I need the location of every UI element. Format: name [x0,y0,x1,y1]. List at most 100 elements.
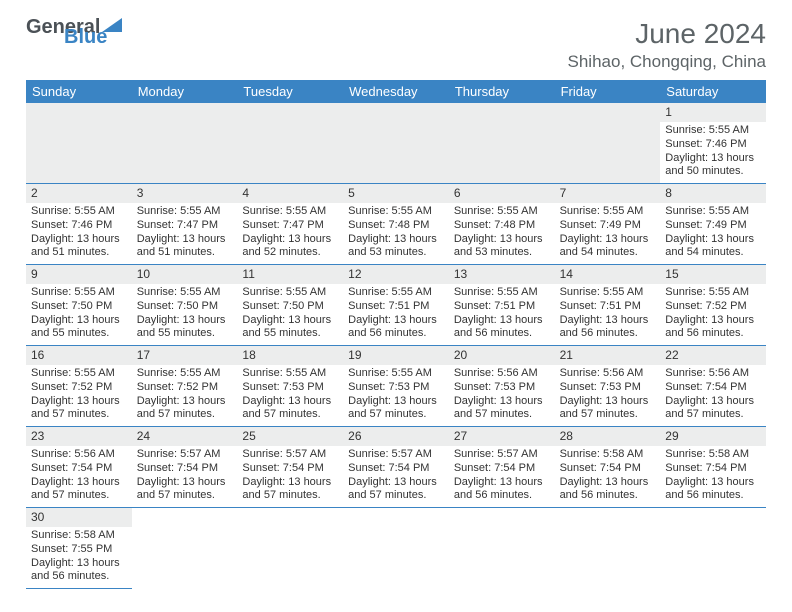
sunset-line: Sunset: 7:50 PM [242,300,338,314]
weekday-sunday: Sunday [26,80,132,103]
day-number: 6 [449,184,555,203]
sunset-line: Sunset: 7:46 PM [31,219,127,233]
day-number: 29 [660,427,766,446]
sunrise-line: Sunrise: 5:55 AM [348,205,444,219]
sunset-line: Sunset: 7:54 PM [31,462,127,476]
daylight-line: Daylight: 13 hours and 53 minutes. [348,233,444,261]
calendar-cell: 7Sunrise: 5:55 AMSunset: 7:49 PMDaylight… [555,184,661,265]
day-number: 5 [343,184,449,203]
sunrise-line: Sunrise: 5:56 AM [665,367,761,381]
daylight-line: Daylight: 13 hours and 52 minutes. [242,233,338,261]
weekday-friday: Friday [555,80,661,103]
calendar-cell: 23Sunrise: 5:56 AMSunset: 7:54 PMDayligh… [26,427,132,508]
calendar-cell: 2 Sunrise: 5:55 AMSunset: 7:46 PMDaylight… [26,184,132,265]
sunrise-line: Sunrise: 5:55 AM [454,286,550,300]
calendar-cell: 1Sunrise: 5:55 AMSunset: 7:46 PMDaylight… [660,103,766,184]
day-number: 30 [26,508,132,527]
day-number: 2 [26,184,132,203]
sunrise-line: Sunrise: 5:56 AM [560,367,656,381]
daylight-line: Daylight: 13 hours and 57 minutes. [242,476,338,504]
weekday-wednesday: Wednesday [343,80,449,103]
calendar-cell: 22Sunrise: 5:56 AMSunset: 7:54 PMDayligh… [660,346,766,427]
day-number: 14 [555,265,661,284]
sunset-line: Sunset: 7:52 PM [31,381,127,395]
calendar-cell: 3Sunrise: 5:55 AMSunset: 7:47 PMDaylight… [132,184,238,265]
daylight-line: Daylight: 13 hours and 54 minutes. [665,233,761,261]
sunrise-line: Sunrise: 5:57 AM [454,448,550,462]
daylight-line: Daylight: 13 hours and 56 minutes. [454,314,550,342]
sunrise-line: Sunrise: 5:58 AM [665,448,761,462]
day-number: 25 [237,427,343,446]
day-number: 7 [555,184,661,203]
sunset-line: Sunset: 7:55 PM [31,543,127,557]
weekday-monday: Monday [132,80,238,103]
calendar-cell [660,508,766,589]
sunset-line: Sunset: 7:47 PM [242,219,338,233]
calendar-grid: 1Sunrise: 5:55 AMSunset: 7:46 PMDaylight… [26,103,766,589]
day-number: 20 [449,346,555,365]
calendar-cell: 6Sunrise: 5:55 AMSunset: 7:48 PMDaylight… [449,184,555,265]
sunrise-line: Sunrise: 5:55 AM [348,286,444,300]
calendar-cell: 9Sunrise: 5:55 AMSunset: 7:50 PMDaylight… [26,265,132,346]
sunrise-line: Sunrise: 5:55 AM [31,205,127,219]
sunset-line: Sunset: 7:53 PM [454,381,550,395]
day-number: 4 [237,184,343,203]
sunrise-line: Sunrise: 5:55 AM [242,286,338,300]
sunrise-line: Sunrise: 5:55 AM [348,367,444,381]
daylight-line: Daylight: 13 hours and 50 minutes. [665,152,761,180]
sunset-line: Sunset: 7:46 PM [665,138,761,152]
calendar-cell: 29Sunrise: 5:58 AMSunset: 7:54 PMDayligh… [660,427,766,508]
sunrise-line: Sunrise: 5:58 AM [560,448,656,462]
sunset-line: Sunset: 7:54 PM [137,462,233,476]
day-number: 8 [660,184,766,203]
daylight-line: Daylight: 13 hours and 56 minutes. [665,476,761,504]
logo: General Blue [26,18,122,46]
day-number: 10 [132,265,238,284]
daylight-line: Daylight: 13 hours and 55 minutes. [242,314,338,342]
calendar-cell [449,103,555,184]
sunset-line: Sunset: 7:49 PM [665,219,761,233]
daylight-line: Daylight: 13 hours and 57 minutes. [665,395,761,423]
day-number: 27 [449,427,555,446]
location: Shihao, Chongqing, China [568,52,766,72]
daylight-line: Daylight: 13 hours and 56 minutes. [560,314,656,342]
sunset-line: Sunset: 7:52 PM [665,300,761,314]
calendar-cell [237,508,343,589]
calendar-cell: 12Sunrise: 5:55 AMSunset: 7:51 PMDayligh… [343,265,449,346]
month-title: June 2024 [568,18,766,50]
sunrise-line: Sunrise: 5:55 AM [242,205,338,219]
daylight-line: Daylight: 13 hours and 57 minutes. [31,395,127,423]
day-number: 1 [660,103,766,122]
sunset-line: Sunset: 7:51 PM [454,300,550,314]
day-number: 12 [343,265,449,284]
calendar-cell: 13Sunrise: 5:55 AMSunset: 7:51 PMDayligh… [449,265,555,346]
sunrise-line: Sunrise: 5:56 AM [31,448,127,462]
daylight-line: Daylight: 13 hours and 53 minutes. [454,233,550,261]
sunset-line: Sunset: 7:54 PM [560,462,656,476]
sunrise-line: Sunrise: 5:56 AM [454,367,550,381]
sunset-line: Sunset: 7:51 PM [348,300,444,314]
sunrise-line: Sunrise: 5:57 AM [348,448,444,462]
sunset-line: Sunset: 7:54 PM [242,462,338,476]
weekday-saturday: Saturday [660,80,766,103]
calendar-cell: 19Sunrise: 5:55 AMSunset: 7:53 PMDayligh… [343,346,449,427]
daylight-line: Daylight: 13 hours and 56 minutes. [454,476,550,504]
sunset-line: Sunset: 7:54 PM [665,381,761,395]
calendar-cell: 20Sunrise: 5:56 AMSunset: 7:53 PMDayligh… [449,346,555,427]
calendar-cell: 24Sunrise: 5:57 AMSunset: 7:54 PMDayligh… [132,427,238,508]
daylight-line: Daylight: 13 hours and 57 minutes. [348,476,444,504]
daylight-line: Daylight: 13 hours and 51 minutes. [31,233,127,261]
day-number: 26 [343,427,449,446]
title-block: June 2024 Shihao, Chongqing, China [568,18,766,72]
daylight-line: Daylight: 13 hours and 56 minutes. [560,476,656,504]
sunrise-line: Sunrise: 5:55 AM [560,205,656,219]
calendar-cell: 15Sunrise: 5:55 AMSunset: 7:52 PMDayligh… [660,265,766,346]
weekday-thursday: Thursday [449,80,555,103]
calendar-cell [343,508,449,589]
calendar-cell [26,103,132,184]
calendar-cell: 5Sunrise: 5:55 AMSunset: 7:48 PMDaylight… [343,184,449,265]
day-number: 28 [555,427,661,446]
day-number: 24 [132,427,238,446]
calendar-cell [132,508,238,589]
sunset-line: Sunset: 7:47 PM [137,219,233,233]
